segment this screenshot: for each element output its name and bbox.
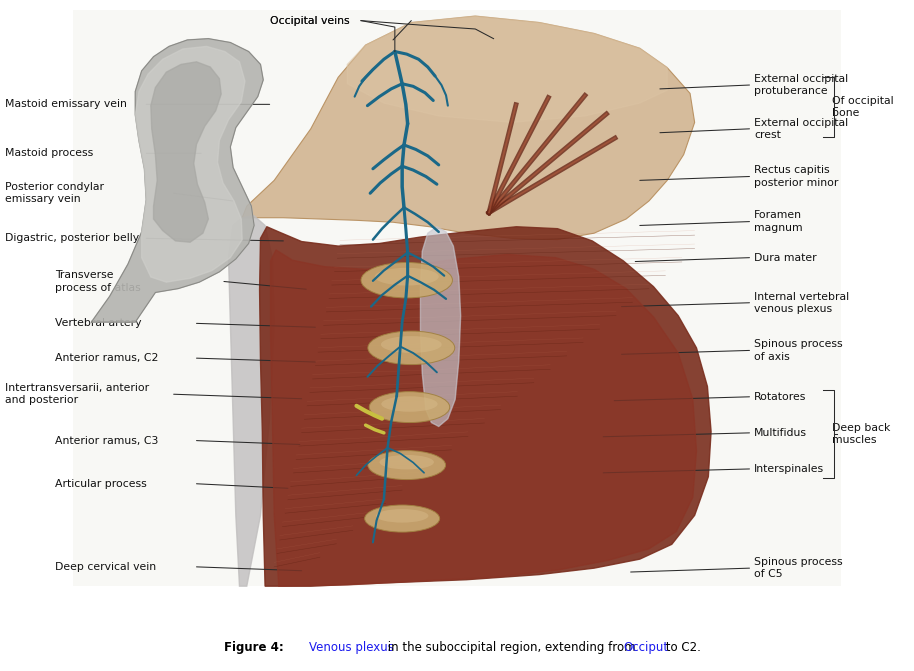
Polygon shape [271,250,696,586]
Bar [73,9,841,586]
Text: Multifidus: Multifidus [754,428,807,438]
Ellipse shape [381,397,438,412]
Text: External occipital
protuberance: External occipital protuberance [754,74,848,96]
Text: Dura mater: Dura mater [754,253,817,262]
Ellipse shape [361,262,452,298]
Text: Spinous process
of axis: Spinous process of axis [754,340,843,362]
Text: Foramen
magnum: Foramen magnum [754,211,802,233]
Text: Interspinales: Interspinales [754,464,824,474]
Ellipse shape [367,331,455,364]
Text: Mastoid process: Mastoid process [5,148,93,158]
Text: Spinous process
of C5: Spinous process of C5 [754,557,843,579]
Polygon shape [135,46,245,282]
Text: Rotatores: Rotatores [754,392,806,402]
Text: Anterior ramus, C3: Anterior ramus, C3 [55,435,158,446]
Ellipse shape [367,451,446,480]
Text: Articular process: Articular process [55,479,146,488]
Ellipse shape [381,336,441,353]
Text: Of occipital
bone: Of occipital bone [832,96,893,118]
Text: Occipital veins: Occipital veins [270,15,349,25]
Text: Deep cervical vein: Deep cervical vein [55,562,156,572]
Text: Anterior ramus, C2: Anterior ramus, C2 [55,353,158,363]
Text: Deep back
muscles: Deep back muscles [832,423,890,446]
Text: Digastric, posterior belly: Digastric, posterior belly [5,234,139,244]
Ellipse shape [369,392,450,423]
Text: Rectus capitis
posterior minor: Rectus capitis posterior minor [754,165,838,188]
Text: Transverse
process of atlas: Transverse process of atlas [55,270,141,293]
Text: Venous plexus: Venous plexus [309,641,394,654]
Ellipse shape [365,505,440,532]
Text: Figure 4:: Figure 4: [224,641,283,654]
Polygon shape [91,39,263,322]
Polygon shape [228,216,274,586]
Text: Internal vertebral
venous plexus: Internal vertebral venous plexus [754,292,849,314]
Text: Posterior condylar
emissary vein: Posterior condylar emissary vein [5,182,103,205]
Ellipse shape [375,268,439,286]
Text: External occipital
crest: External occipital crest [754,117,848,140]
Polygon shape [420,227,461,427]
Text: Vertebral artery: Vertebral artery [55,318,142,328]
Polygon shape [242,16,695,240]
Ellipse shape [376,509,429,523]
Text: in the suboccipital region, extending from: in the suboccipital region, extending fr… [384,641,639,654]
Polygon shape [260,227,711,586]
Text: to C2.: to C2. [662,641,701,654]
Text: Occipital veins: Occipital veins [270,15,349,25]
Ellipse shape [379,455,434,470]
Text: Occiput: Occiput [623,641,668,654]
Polygon shape [347,16,667,122]
Text: Intertransversarii, anterior
and posterior: Intertransversarii, anterior and posteri… [5,383,149,405]
Polygon shape [151,62,221,242]
Text: Mastoid emissary vein: Mastoid emissary vein [5,99,126,109]
